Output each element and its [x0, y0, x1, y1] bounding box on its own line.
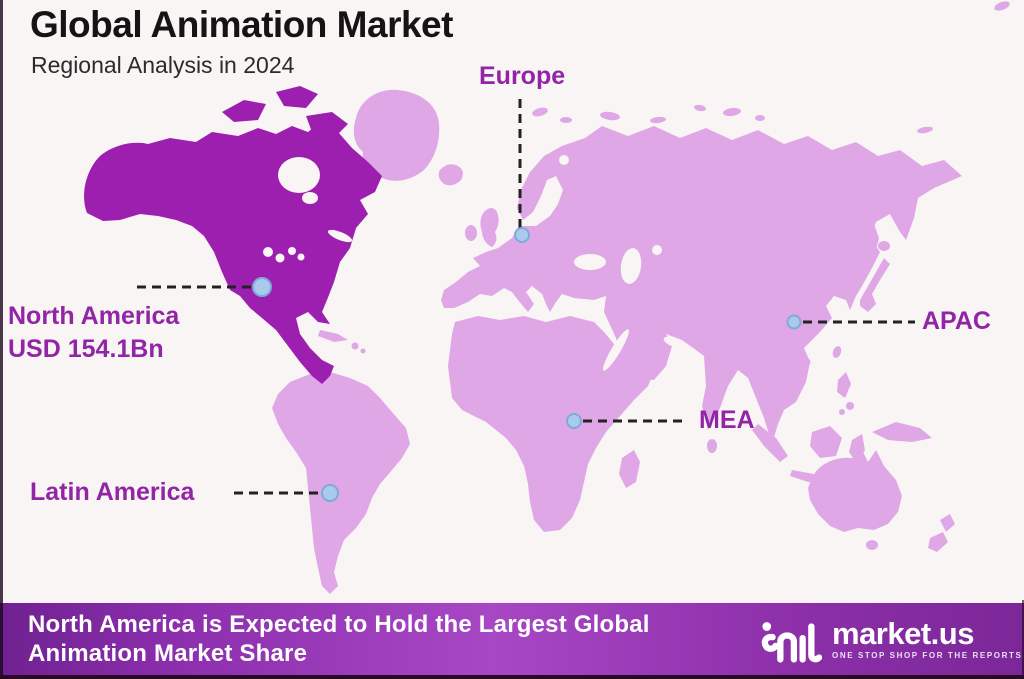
white-sea: [559, 155, 569, 165]
hokkaido: [878, 241, 890, 251]
greenland: [353, 89, 440, 181]
brand-name: market.us: [832, 616, 974, 651]
aral-sea: [652, 245, 662, 255]
north-america-label-name: North America: [8, 302, 180, 330]
caspian-sea: [620, 248, 642, 284]
ireland: [465, 225, 477, 241]
page-subtitle: Regional Analysis in 2024: [31, 52, 295, 78]
mea-marker-dot: [566, 413, 582, 429]
hudson-bay: [278, 157, 320, 193]
page-title: Global Animation Market: [30, 4, 453, 45]
philippines: [837, 372, 851, 398]
st-lawrence: [327, 229, 353, 243]
gulf-of-bothnia: [542, 178, 556, 206]
australia: [808, 450, 902, 532]
sumatra: [752, 424, 788, 462]
sri-lanka: [707, 439, 717, 453]
iceland: [438, 164, 463, 186]
tasmania: [866, 540, 878, 550]
new-zealand-north: [940, 514, 955, 532]
banner-headline: North America is Expected to Hold the La…: [28, 610, 650, 668]
taiwan: [832, 346, 842, 358]
marker-dots: [252, 227, 802, 502]
new-guinea: [872, 422, 932, 442]
great-britain: [480, 208, 499, 247]
europe-label: Europe: [479, 62, 566, 90]
inland-water: [263, 155, 681, 371]
north-america-label-value: USD 154.1Bn: [8, 335, 164, 363]
bottom-edge-border: [0, 675, 1024, 679]
new-zealand-south: [928, 532, 948, 552]
hainan: [801, 357, 811, 367]
north-america-label: North America USD 154.1Bn: [8, 300, 179, 366]
leader-lines: [137, 99, 915, 495]
great-lakes: [263, 247, 273, 257]
cuba: [318, 330, 348, 342]
borneo: [810, 426, 842, 458]
brand-tagline: ONE STOP SHOP FOR THE REPORTS: [832, 651, 1023, 660]
latin-america-label: Latin America: [30, 478, 195, 506]
mea-label: MEA: [699, 406, 755, 434]
marketus-logo-icon: [761, 622, 822, 663]
apac-label: APAC: [922, 307, 991, 335]
banner-headline-line1: North America is Expected to Hold the La…: [28, 611, 650, 638]
red-sea: [603, 329, 629, 371]
right-edge-border: [1022, 600, 1024, 679]
eurasia: [441, 126, 962, 444]
japan: [860, 258, 890, 312]
black-sea: [574, 254, 606, 270]
banner-headline-line2: Animation Market Share: [28, 640, 308, 667]
marketus-logo-text: market.us ONE STOP SHOP FOR THE REPORTS: [832, 617, 1022, 660]
north-america-marker-dot: [252, 277, 272, 297]
footer-banner: North America is Expected to Hold the La…: [0, 603, 1024, 679]
latin-america-marker-dot: [321, 484, 339, 502]
apac-marker-dot: [786, 314, 802, 330]
left-edge-border: [0, 0, 3, 679]
baltic-sea: [533, 208, 547, 224]
europe-marker-dot: [514, 227, 530, 243]
madagascar: [619, 450, 640, 488]
landmass-light: [272, 1, 1010, 594]
marketus-logo: market.us ONE STOP SHOP FOR THE REPORTS: [760, 617, 1022, 667]
south-america: [272, 372, 410, 594]
africa: [448, 316, 654, 532]
persian-gulf: [663, 336, 681, 348]
puerto-rico: [360, 348, 366, 354]
sakhalin: [866, 224, 879, 262]
hispaniola: [351, 342, 359, 350]
